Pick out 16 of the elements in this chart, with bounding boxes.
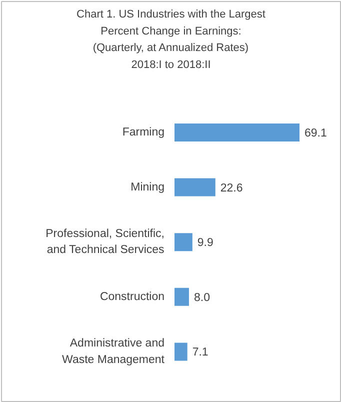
bar <box>174 233 192 252</box>
bar <box>174 288 189 306</box>
bar <box>174 178 216 196</box>
bar <box>174 342 188 361</box>
data-label: 22.6 <box>220 182 243 194</box>
data-label: 9.9 <box>197 237 214 250</box>
y-tick-label: Professional, Scientific, and Technical Services <box>46 228 165 256</box>
bar <box>174 124 300 142</box>
y-tick-label: Construction <box>100 290 165 303</box>
y-tick-label: Mining <box>130 181 165 194</box>
chart-title: Chart 1. US Industries with the Largest Percent Change in Earnings: (Quarterly, at Annualized Rates) 2018:I to 2018:II <box>76 8 266 71</box>
data-label: 8.0 <box>194 292 210 304</box>
data-label: 69.1 <box>304 128 327 140</box>
data-label: 7.1 <box>192 346 208 359</box>
y-tick-label: Administrative and Waste Management <box>62 338 166 366</box>
y-tick-label: Farming <box>122 126 165 138</box>
